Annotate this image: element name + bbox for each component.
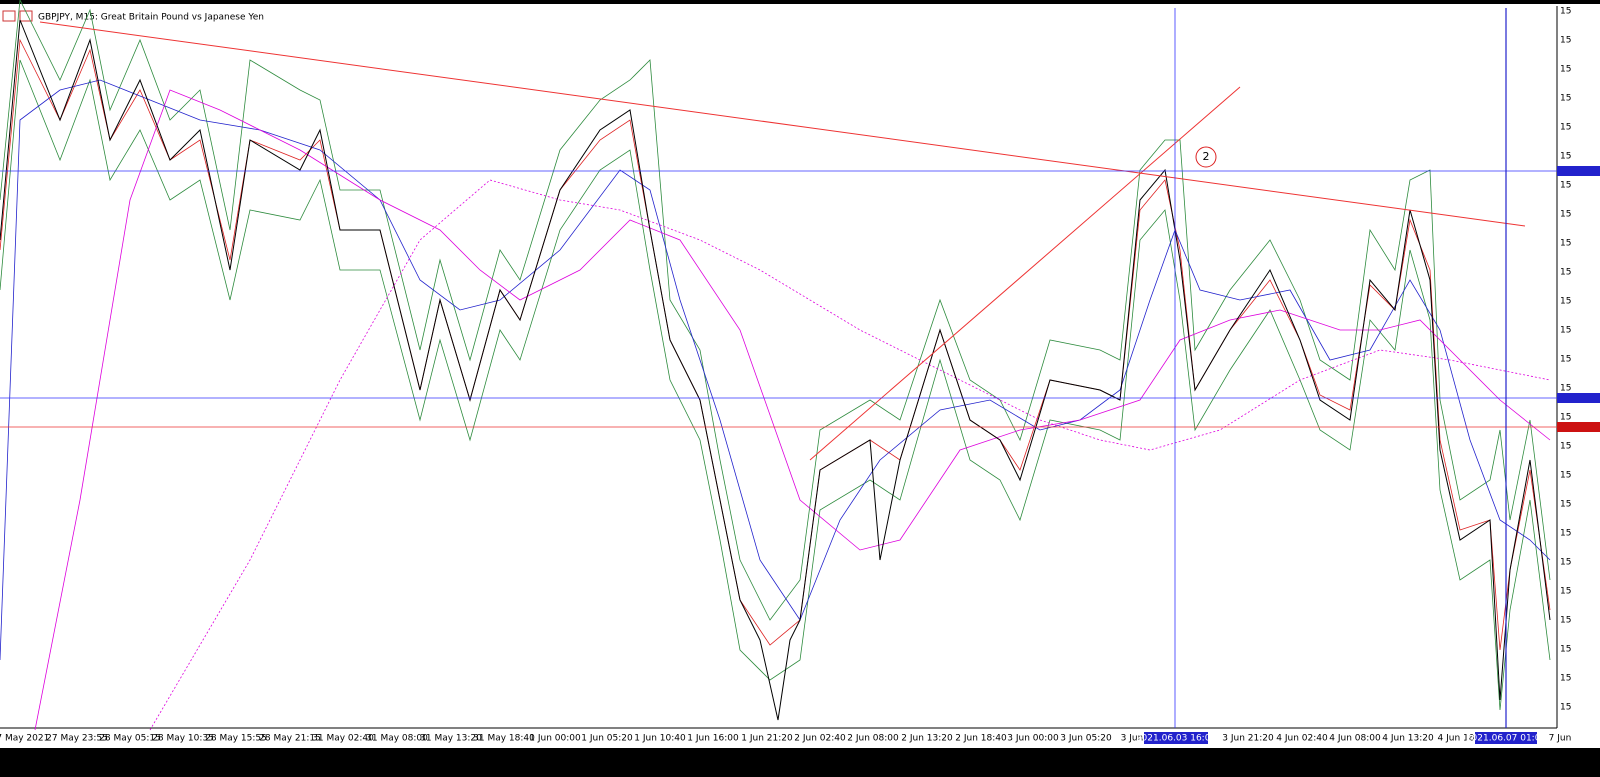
time-label: 7 Jun xyxy=(1549,734,1572,744)
price-label: 15 xyxy=(1560,268,1571,278)
price-label: 15 xyxy=(1560,326,1571,336)
price-label: 15 xyxy=(1560,558,1571,568)
time-label: 4 Jun 18 xyxy=(1438,734,1475,744)
price-label: 15 xyxy=(1560,65,1571,75)
time-label: 27 May 23:55 xyxy=(46,734,108,744)
time-label: 4 Jun 02:40 xyxy=(1276,734,1328,744)
price-label: 15 xyxy=(1560,94,1571,104)
price-label: 15 xyxy=(1560,152,1571,162)
time-label: 2 Jun 13:20 xyxy=(901,734,953,744)
chart-window xyxy=(0,4,1600,748)
price-marker xyxy=(1557,166,1600,176)
cursor-time-label: 2021.06.07 01:00 xyxy=(1466,734,1547,744)
cursor-time-label: 2021.06.03 16:00 xyxy=(1136,734,1217,744)
price-marker xyxy=(1557,393,1600,403)
indicators xyxy=(0,0,1551,731)
price-label: 15 xyxy=(1560,587,1571,597)
window-icon[interactable] xyxy=(19,10,33,22)
price-label: 15 xyxy=(1560,500,1571,510)
cursor-box xyxy=(1475,732,1537,744)
time-label: 2 Jun 08:00 xyxy=(847,734,899,744)
time-label: 4 Jun 08:00 xyxy=(1329,734,1381,744)
price-label: 15 xyxy=(1560,123,1571,133)
price-label: 15 xyxy=(1560,7,1571,17)
time-label: 1 Jun 16:00 xyxy=(687,734,739,744)
time-label: 27 May 2021 xyxy=(0,734,49,744)
price-label: 15 xyxy=(1560,239,1571,249)
price-label: 15 xyxy=(1560,674,1571,684)
price-label: 15 xyxy=(1560,703,1571,713)
time-label: 28 May 15:55 xyxy=(205,734,267,744)
time-label: 28 May 05:15 xyxy=(99,734,161,744)
time-label: 31 May 13:20 xyxy=(420,734,482,744)
price-label: 15 xyxy=(1560,384,1571,394)
price-label: 15 xyxy=(1560,355,1571,365)
price-marker xyxy=(1557,422,1600,432)
time-label: 1 Jun 05:20 xyxy=(581,734,633,744)
price-label: 15 xyxy=(1560,529,1571,539)
window-icon[interactable] xyxy=(2,10,16,22)
time-label: 31 May 18:40 xyxy=(473,734,535,744)
time-label: 3 Jun xyxy=(1121,734,1144,744)
price-label: 15 xyxy=(1560,181,1571,191)
price-label: 15 xyxy=(1560,36,1571,46)
price-label: 15 xyxy=(1560,645,1571,655)
time-label: 1 Jun 21:20 xyxy=(741,734,793,744)
price-label: 15 xyxy=(1560,616,1571,626)
time-label: 4 Jun 13:20 xyxy=(1382,734,1434,744)
annotation-circle[interactable] xyxy=(1195,146,1217,168)
price-label: 15 xyxy=(1560,471,1571,481)
time-label: 2 Jun 18:40 xyxy=(955,734,1007,744)
chart-title: GBPJPY, M15: Great Britain Pound vs Japa… xyxy=(38,13,264,23)
price-label: 15 xyxy=(1560,210,1571,220)
time-label: 1 Jun 00:00 xyxy=(529,734,581,744)
time-label: 1 Jun 10:40 xyxy=(634,734,686,744)
time-label: 28 May 10:35 xyxy=(152,734,214,744)
time-label: 3 Jun 05:20 xyxy=(1060,734,1112,744)
time-label: 31 May 08:00 xyxy=(366,734,428,744)
time-label: 3 Jun 00:00 xyxy=(1007,734,1059,744)
cursor-box xyxy=(1144,732,1208,744)
time-label: 2 Jun 02:40 xyxy=(794,734,846,744)
time-label: 31 May 02:40 xyxy=(312,734,374,744)
price-label: 15 xyxy=(1560,413,1571,423)
annotation: 2 xyxy=(1203,150,1210,163)
price-label: 15 xyxy=(1560,297,1571,307)
trend-line[interactable] xyxy=(39,21,1526,227)
price-label: 15 xyxy=(1560,442,1571,452)
time-label: 28 May 21:15 xyxy=(259,734,321,744)
time-label: 3 Jun 21:20 xyxy=(1222,734,1274,744)
